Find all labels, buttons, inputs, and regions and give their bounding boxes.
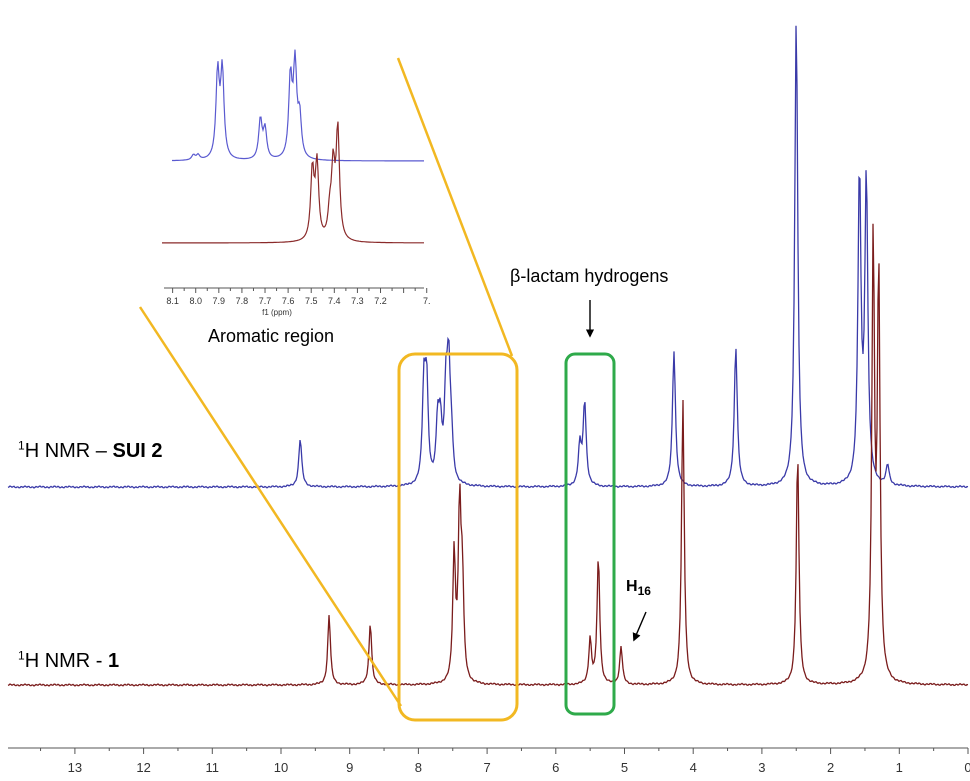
inset-tick-label: 7.5	[305, 296, 318, 306]
zoom-line-upper	[396, 57, 514, 357]
inset-tick-label: 7.8	[236, 296, 249, 306]
zoom-line-lower	[138, 306, 403, 707]
axis-tick-label: 10	[274, 760, 288, 775]
zoom-lines	[138, 57, 514, 707]
aromatic-inset: 8.1 8.0 7.9 7.8 7.7 7.6 7.5 7.4 7.3 7.2 7. f1 (ppm)	[162, 49, 431, 317]
inset-tick-label: 7.	[423, 296, 431, 306]
axis-tick-label: 1	[896, 760, 903, 775]
aromatic-region-box	[397, 352, 519, 722]
inset-tick-label: 8.0	[189, 296, 202, 306]
inset-spectrum-compound-1	[162, 121, 424, 244]
series-label-sui2: 1H NMR – SUI 2	[18, 438, 163, 462]
inset-axis-label: f1 (ppm)	[262, 308, 292, 317]
axis-tick-label: 11	[206, 760, 220, 775]
axis-tick-label: 5	[621, 760, 628, 775]
spectra	[7, 25, 969, 687]
axis-tick-label: 8	[415, 760, 422, 775]
axis-tick-label: 13	[68, 760, 82, 775]
inset-spectrum-sui2	[172, 49, 424, 162]
beta-lactam-box	[564, 352, 616, 716]
h16-arrow	[632, 611, 647, 642]
h16-annotation: H16	[626, 578, 651, 599]
inset-tick-label: 7.9	[213, 296, 226, 306]
axis-tick-label: 4	[690, 760, 697, 775]
axis-tick-label: 7	[483, 760, 490, 775]
annotation-arrows	[585, 300, 647, 642]
aromatic-region-label: Aromatic region	[208, 326, 335, 346]
spectrum-compound-1	[7, 223, 969, 687]
spectrum-sui2	[7, 25, 969, 489]
axis-tick-label: 3	[758, 760, 765, 775]
axis-tick-label: 6	[552, 760, 559, 775]
inset-tick-label: 7.3	[351, 296, 364, 306]
inset-tick-label: 7.4	[328, 296, 341, 306]
inset-tick-label: 7.7	[259, 296, 272, 306]
beta-lactam-annotation: β-lactam hydrogens	[510, 266, 669, 286]
inset-tick-label: 8.1	[166, 296, 179, 306]
x-axis: 13 12 11 10 9 8 7 6 5 4 3 2 1 0	[8, 747, 970, 775]
axis-tick-label: 9	[346, 760, 353, 775]
inset-tick-label: 7.6	[282, 296, 295, 306]
inset-tick-label: 7.2	[374, 296, 387, 306]
series-label-compound-1: 1H NMR - 1	[18, 648, 120, 672]
axis-tick-label: 0	[964, 760, 970, 775]
axis-tick-label: 12	[136, 760, 150, 775]
highlight-boxes	[397, 352, 616, 722]
axis-tick-label: 2	[827, 760, 834, 775]
